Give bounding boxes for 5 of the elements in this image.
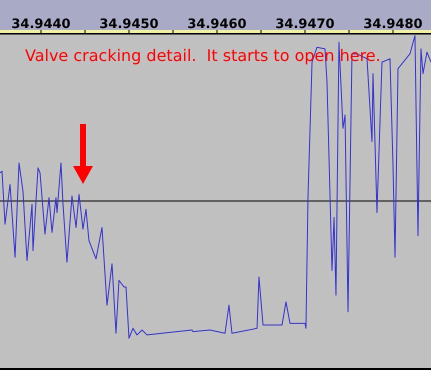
x-tick-label: 34.9440	[11, 17, 71, 32]
x-tick-label: 34.9460	[187, 17, 247, 32]
x-tick-label: 34.9450	[99, 17, 159, 32]
x-tick-label: 34.9480	[363, 17, 423, 32]
x-tick-label: 34.9470	[275, 17, 335, 32]
